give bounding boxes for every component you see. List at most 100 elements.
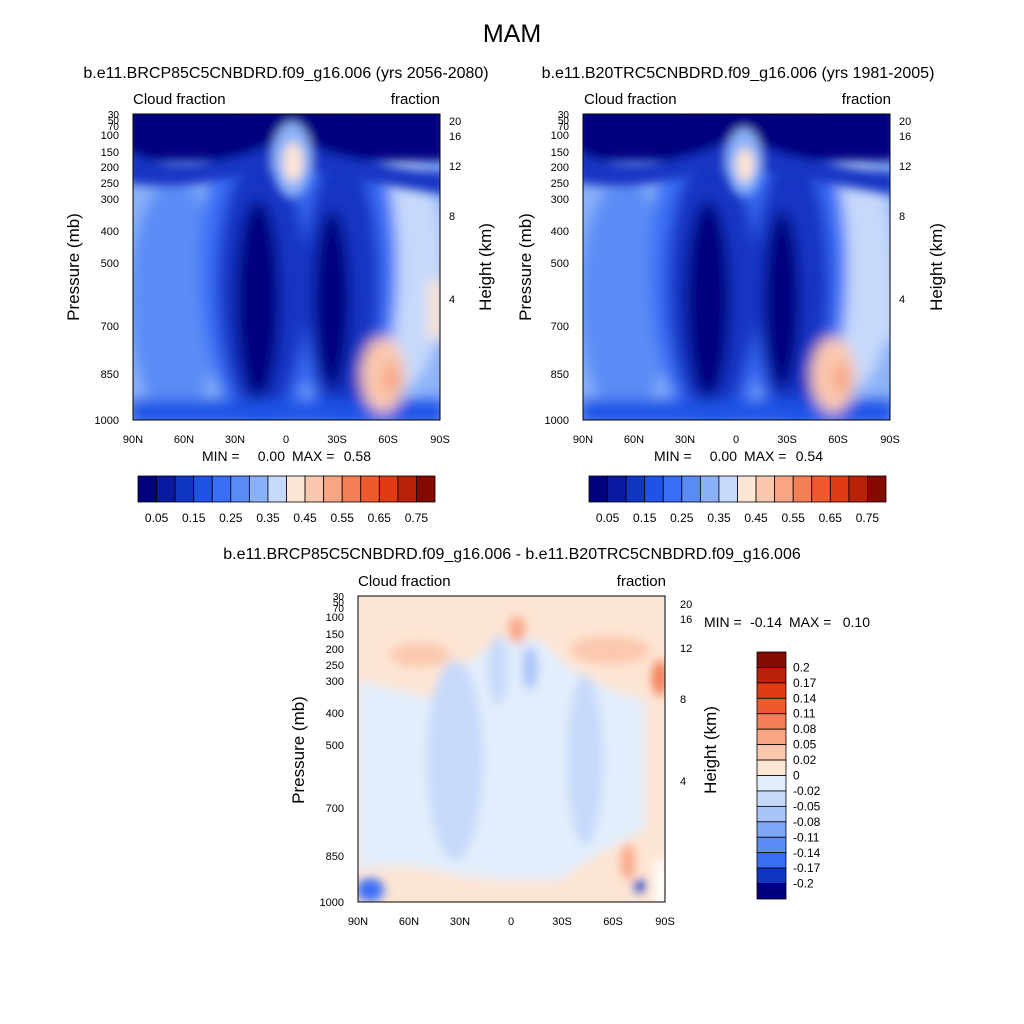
colorbar-swatch (756, 883, 787, 900)
colorbar-swatch (756, 651, 787, 668)
min-value: -0.14 (750, 614, 782, 630)
y-tick-50: 50 (333, 598, 345, 609)
x-tick-60S: 60S (378, 434, 398, 446)
height-tick-12: 12 (899, 161, 911, 173)
colorbar-swatch (248, 475, 269, 503)
colorbar-swatch (341, 475, 362, 503)
y-tick-300: 300 (326, 676, 344, 688)
colorbar-swatch (867, 475, 887, 503)
colorbar-swatch (416, 475, 436, 503)
panel-right-label: fraction (391, 91, 440, 108)
colorbar-swatch (756, 744, 787, 761)
height-tick-8: 8 (449, 211, 455, 223)
colorbar-label: 0.65 (819, 511, 843, 525)
colorbar-swatch (286, 475, 306, 503)
y-tick-850: 850 (551, 369, 569, 381)
y-tick-500: 500 (551, 258, 569, 270)
x-tick-90S: 90S (655, 916, 675, 928)
x-tick-30N: 30N (450, 916, 470, 928)
min-max-readout: MIN = -0.14 MAX = 0.10 (704, 614, 870, 630)
colorbar-swatch (756, 852, 787, 869)
y-tick-30: 30 (558, 110, 570, 121)
colorbar-swatch (662, 475, 683, 503)
y-tick-700: 700 (101, 321, 119, 333)
x-axis: 90N 60N 30N 0 30S 60S 90S (348, 916, 675, 928)
x-tick-90N: 90N (123, 434, 143, 446)
min-value: 0.00 (710, 448, 737, 464)
y-tick-700: 700 (326, 803, 344, 815)
x-tick-90N: 90N (348, 916, 368, 928)
colorbar-label: 0.08 (793, 722, 817, 736)
colorbar-swatch (756, 867, 787, 884)
colorbar-label: -0.08 (793, 815, 821, 829)
y-axis-left: 30 50 70 100 150 200 250 300 400 500 700… (95, 110, 120, 427)
colorbar-swatch (360, 475, 380, 503)
panel-left-label: Cloud fraction (358, 573, 451, 590)
colorbar-swatch (156, 475, 176, 503)
colorbar-swatch (397, 475, 417, 503)
y-tick-150: 150 (101, 147, 119, 159)
colorbar-swatch (681, 475, 701, 503)
y-axis-right: 20 16 12 8 4 (899, 116, 911, 306)
max-value: 0.54 (796, 448, 823, 464)
y-tick-50: 50 (558, 116, 570, 127)
colorbar-label: 0.17 (793, 676, 817, 690)
y-tick-200: 200 (551, 162, 569, 174)
colorbar-swatch (755, 475, 776, 503)
y-axis-label-right: Height (km) (927, 223, 946, 311)
panel-right-label: fraction (842, 91, 891, 108)
panel-difference: b.e11.BRCP85C5CNBDRD.f09_g16.006 - b.e11… (223, 546, 870, 928)
y-axis-right: 20 16 12 8 4 (449, 116, 461, 306)
x-tick-60S: 60S (828, 434, 848, 446)
y-tick-300: 300 (101, 194, 119, 206)
height-tick-16: 16 (449, 131, 461, 143)
colorbar-label: 0.35 (707, 511, 731, 525)
height-tick-8: 8 (899, 211, 905, 223)
height-tick-8: 8 (680, 694, 686, 706)
colorbar-labels: 0.2 0.17 0.14 0.11 0.08 0.05 0.02 0 -0.0… (793, 660, 821, 890)
colorbar-swatch (304, 475, 325, 503)
x-tick-90N: 90N (573, 434, 593, 446)
x-tick-90S: 90S (430, 434, 450, 446)
colorbar-label: 0.65 (368, 511, 392, 525)
y-tick-250: 250 (326, 660, 344, 672)
colorbar-label: 0.75 (856, 511, 880, 525)
colorbar-swatch (756, 805, 787, 823)
y-tick-200: 200 (101, 162, 119, 174)
x-tick-30S: 30S (777, 434, 797, 446)
colorbar-swatch (756, 836, 787, 854)
y-tick-70: 70 (108, 122, 120, 133)
colorbar-swatch (756, 821, 787, 838)
y-tick-700: 700 (551, 321, 569, 333)
max-label: MAX = (744, 448, 786, 464)
y-tick-100: 100 (326, 612, 344, 624)
colorbar-swatch (699, 475, 720, 503)
panel-historical: b.e11.B20TRC5CNBDRD.f09_g16.006 (yrs 198… (516, 65, 946, 525)
y-tick-1000: 1000 (545, 415, 569, 427)
y-tick-30: 30 (333, 592, 345, 603)
y-tick-250: 250 (551, 178, 569, 190)
y-tick-300: 300 (551, 194, 569, 206)
colorbar (756, 651, 787, 900)
colorbar-swatch (718, 475, 738, 503)
x-tick-60N: 60N (399, 916, 419, 928)
x-tick-30N: 30N (675, 434, 695, 446)
colorbar-swatch (756, 775, 787, 792)
max-value: 0.58 (344, 448, 371, 464)
colorbar-swatch (323, 475, 343, 503)
colorbar-label: -0.11 (793, 830, 820, 844)
height-tick-20: 20 (680, 599, 692, 611)
colorbar-label: -0.2 (793, 877, 814, 891)
colorbar-swatch (774, 475, 794, 503)
colorbar-swatch (737, 475, 757, 503)
colorbar-swatch (137, 475, 157, 503)
colorbar-swatch (756, 713, 787, 730)
panel-title: b.e11.B20TRC5CNBDRD.f09_g16.006 (yrs 198… (542, 65, 935, 82)
y-axis-label-left: Pressure (mb) (64, 213, 83, 321)
max-value: 0.10 (843, 614, 870, 630)
y-tick-70: 70 (333, 604, 345, 615)
y-tick-500: 500 (101, 258, 119, 270)
height-tick-20: 20 (449, 116, 461, 128)
panel-right-label: fraction (617, 573, 666, 590)
